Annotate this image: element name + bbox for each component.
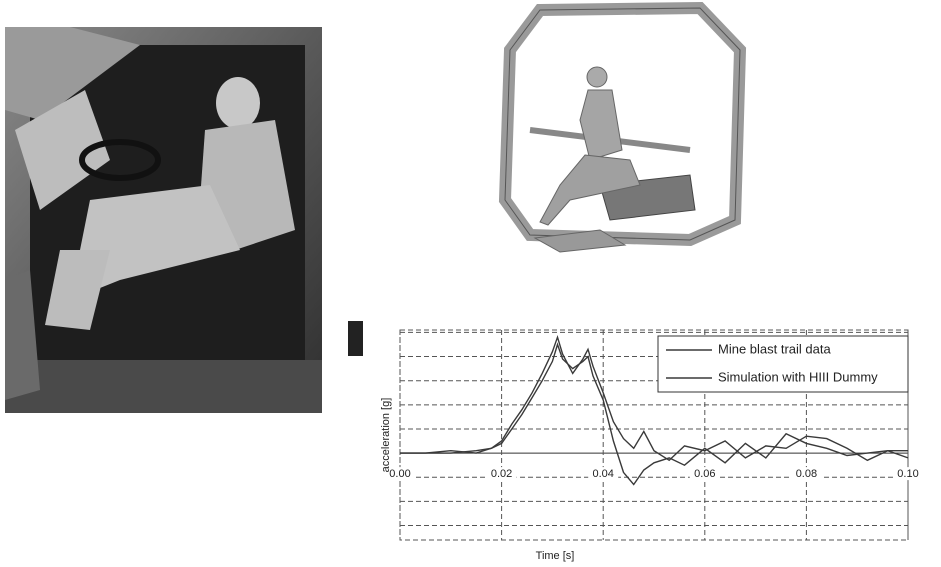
figure: 0.00 0.02 0.04 0.06 0.08 0.10 Mine blast trail… bbox=[0, 0, 941, 567]
x-tick-label: 0.00 bbox=[389, 468, 410, 480]
x-axis-label: Time [s] bbox=[536, 550, 575, 562]
thumbnail-fragment bbox=[348, 321, 363, 356]
vehicle-photo bbox=[5, 27, 322, 413]
x-tick-label: 0.08 bbox=[796, 468, 817, 480]
y-axis-label: acceleration [g] bbox=[380, 398, 392, 473]
frame-render bbox=[505, 8, 740, 252]
x-tick-label: 0.02 bbox=[491, 468, 512, 480]
x-tick-label: 0.06 bbox=[694, 468, 715, 480]
legend-label: Mine blast trail data bbox=[718, 341, 831, 356]
plot: 0.00 0.02 0.04 0.06 0.08 0.10 Mine blast trail… bbox=[385, 330, 923, 540]
x-tick-label: 0.10 bbox=[897, 468, 918, 480]
legend-label: Simulation with HIII Dummy bbox=[718, 369, 878, 384]
x-tick-label: 0.04 bbox=[592, 468, 613, 480]
page: 0.00 0.02 0.04 0.06 0.08 0.10 Mine blast trail… bbox=[0, 0, 941, 567]
